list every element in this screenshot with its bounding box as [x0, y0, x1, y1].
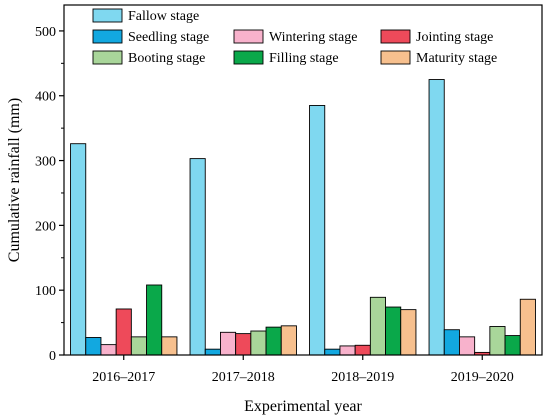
legend-swatch-2: [233, 29, 264, 44]
x-tick-label-0: 2016–2017: [92, 370, 155, 385]
legend-label-6: Maturity stage: [416, 51, 497, 66]
legend-label-3: Jointing stage: [416, 30, 493, 45]
bar-2-3: [459, 336, 476, 356]
bar-0-0: [70, 143, 87, 356]
legend-label-1: Seedling stage: [128, 30, 209, 45]
bar-5-2: [385, 306, 402, 356]
x-tick-label-1: 2017–2018: [212, 370, 275, 385]
x-tick-label-2: 2018–2019: [331, 370, 394, 385]
x-axis-title: Experimental year: [244, 398, 362, 415]
bar-5-0: [146, 284, 163, 356]
bar-1-0: [85, 337, 102, 356]
bar-4-3: [489, 326, 506, 356]
bar-2-2: [339, 345, 356, 356]
bar-4-2: [369, 296, 387, 356]
bar-5-3: [504, 335, 521, 356]
bar-3-1: [235, 333, 252, 356]
bar-6-0: [161, 336, 178, 356]
bar-2-0: [100, 344, 117, 356]
legend: Fallow stage Seedling stage Wintering stag…: [92, 8, 497, 66]
y-tick-label-0: 0: [49, 349, 56, 364]
bar-2-1: [219, 331, 237, 356]
bar-5-1: [265, 326, 282, 356]
bar-0-3: [428, 79, 445, 356]
axis-ticks: 0 100 200 300 400 500 2016–2017 2017–2018 2018–2…: [35, 25, 514, 385]
bars-layer: [70, 79, 536, 356]
legend-label-4: Booting stage: [128, 51, 205, 66]
bar-6-3: [519, 298, 536, 356]
y-tick-label-1: 100: [35, 284, 56, 299]
bar-4-0: [130, 336, 148, 356]
bar-6-2: [400, 309, 417, 356]
bar-4-1: [250, 330, 267, 356]
legend-swatch-6: [380, 50, 411, 65]
legend-swatch-3: [380, 29, 411, 44]
plot-frame: [63, 4, 543, 356]
legend-swatch-5: [233, 50, 264, 65]
bar-1-3: [443, 329, 460, 356]
y-tick-label-5: 500: [35, 25, 56, 40]
legend-label-0: Fallow stage: [128, 9, 199, 24]
bar-1-1: [204, 348, 221, 356]
bar-1-2: [324, 348, 341, 356]
y-tick-label-4: 400: [35, 90, 56, 105]
legend-label-2: Wintering stage: [269, 30, 357, 45]
legend-swatch-1: [92, 29, 123, 44]
x-tick-label-3: 2019–2020: [451, 370, 514, 385]
legend-swatch-4: [92, 50, 123, 65]
bar-3-0: [115, 308, 132, 356]
bar-0-2: [309, 105, 326, 356]
bar-3-2: [354, 344, 371, 356]
y-tick-label-2: 200: [35, 219, 56, 234]
legend-swatch-0: [92, 8, 123, 23]
y-axis-title: Cumulative rainfall (mm): [6, 98, 23, 262]
bar-0-1: [189, 158, 206, 356]
y-tick-label-3: 300: [35, 155, 56, 170]
legend-label-5: Filling stage: [269, 51, 339, 66]
bar-6-1: [280, 325, 297, 356]
